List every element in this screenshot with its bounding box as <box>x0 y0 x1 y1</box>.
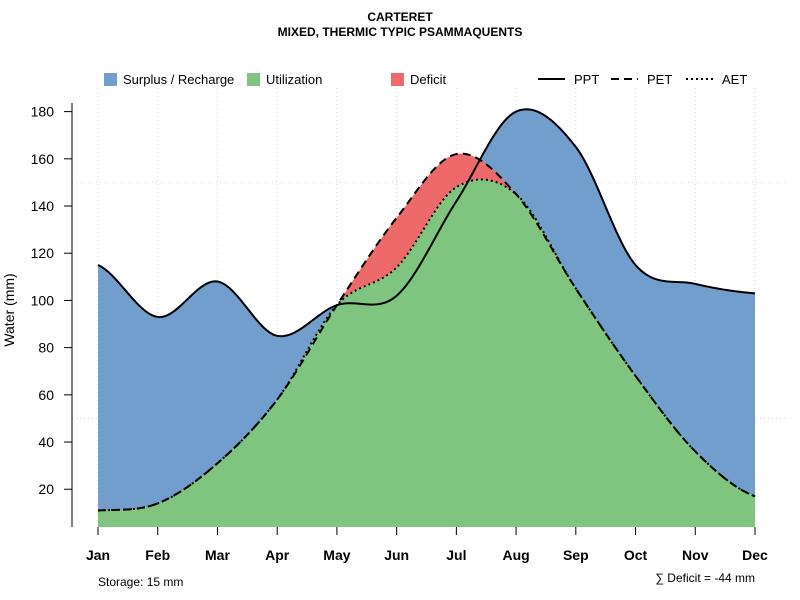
x-tick-label: Nov <box>682 547 709 563</box>
x-tick-label: Jun <box>384 547 409 563</box>
legend-swatch <box>104 73 117 86</box>
x-tick-label: Jan <box>86 547 110 563</box>
areas <box>98 109 755 528</box>
chart-subtitle: MIXED, THERMIC TYPIC PSAMMAQUENTS <box>278 25 523 39</box>
x-tick-label: Oct <box>624 547 648 563</box>
area-utilization <box>98 179 755 527</box>
x-tick-label: Mar <box>205 547 230 563</box>
series-line-aet <box>97 178 756 512</box>
deficit-sum-label: ∑ Deficit = -44 mm <box>655 571 755 585</box>
y-ticks: 20 40 60 80 100 120 140 160 180 <box>31 104 72 497</box>
x-tick-label: Aug <box>502 547 529 563</box>
legend: Surplus / Recharge Utilization Deficit PPT P… <box>104 72 747 87</box>
x-tick-label: Apr <box>265 547 290 563</box>
legend-label: PET <box>647 72 672 87</box>
series-line-ppt <box>97 108 756 338</box>
y-tick-label: 160 <box>31 151 55 167</box>
x-ticks: Jan Feb Mar Apr May Jun Jul Aug Sep Oct Nov Dec <box>86 527 768 563</box>
lines <box>97 108 756 512</box>
y-tick-label: 180 <box>31 104 55 120</box>
legend-label: PPT <box>574 72 599 87</box>
legend-label: Utilization <box>266 72 322 87</box>
x-tick-label: May <box>323 547 350 563</box>
series-line-pet <box>97 152 756 512</box>
y-tick-label: 100 <box>31 292 55 308</box>
legend-label: Surplus / Recharge <box>123 72 234 87</box>
x-tick-label: Feb <box>145 547 170 563</box>
y-tick-label: 60 <box>38 387 54 403</box>
y-tick-label: 20 <box>38 481 54 497</box>
y-tick-label: 120 <box>31 245 55 261</box>
legend-label: Deficit <box>410 72 447 87</box>
y-tick-label: 140 <box>31 198 55 214</box>
x-tick-label: Jul <box>446 547 466 563</box>
legend-swatch <box>247 73 260 86</box>
y-axis-label: Water (mm) <box>1 273 17 346</box>
legend-label: AET <box>722 72 747 87</box>
y-tick-label: 40 <box>38 434 54 450</box>
legend-swatch <box>391 73 404 86</box>
y-tick-label: 80 <box>38 340 54 356</box>
storage-label: Storage: 15 mm <box>98 575 183 589</box>
x-tick-label: Dec <box>742 547 768 563</box>
x-tick-label: Sep <box>563 547 589 563</box>
chart-title: CARTERET <box>367 10 433 24</box>
